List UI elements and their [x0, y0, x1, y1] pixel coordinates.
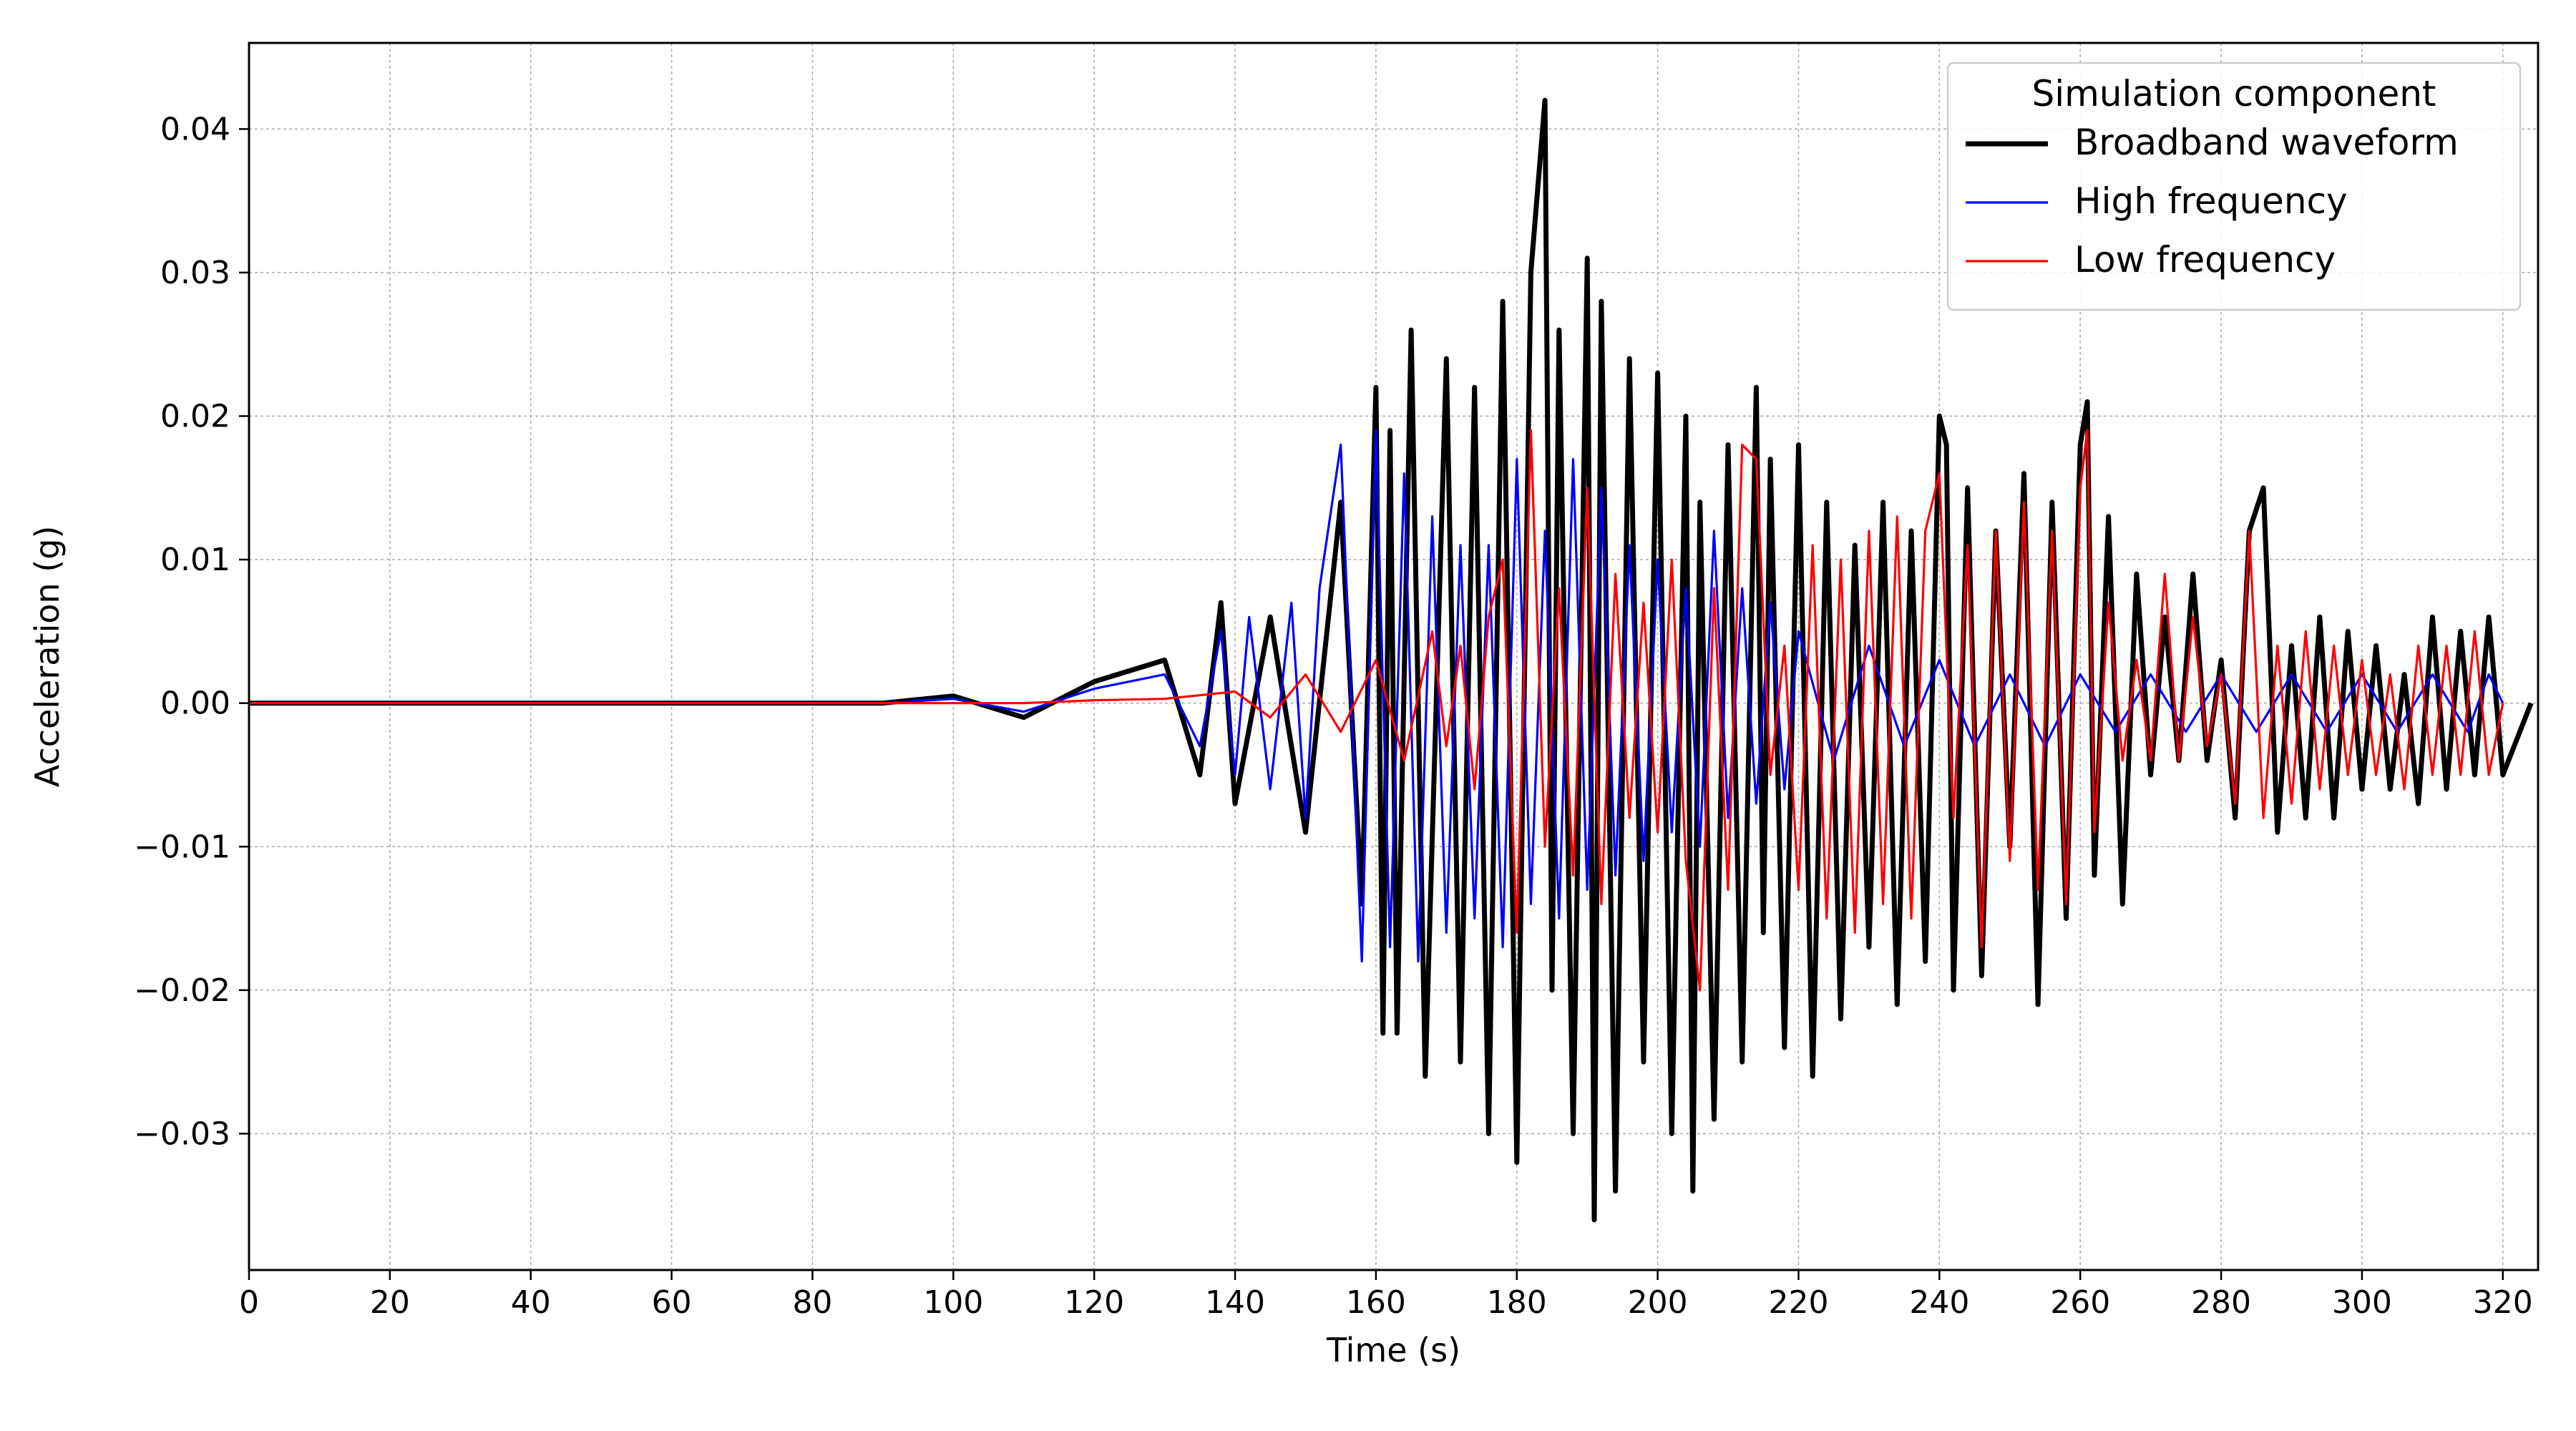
legend-item-low-frequency-label: Low frequency	[2074, 239, 2336, 280]
x-tick-label: 200	[1628, 1284, 1688, 1321]
x-tick-label: 80	[792, 1284, 832, 1321]
x-tick-label: 180	[1487, 1284, 1547, 1321]
legend: Simulation component Broadband waveform Hi…	[1946, 62, 2522, 311]
legend-item-high-frequency-label: High frequency	[2074, 180, 2348, 222]
x-tick-label: 100	[923, 1284, 983, 1321]
y-axis-label: Acceleration (g)	[28, 526, 67, 788]
x-tick-label: 20	[370, 1284, 410, 1321]
x-tick-label: 0	[239, 1284, 259, 1321]
x-tick-label: 60	[652, 1284, 692, 1321]
axis-ticks: 0 20 40 60 80 100 120 140 160 180 200 220 240 260 280 3…	[134, 111, 2533, 1321]
legend-title: Simulation component	[2031, 73, 2436, 114]
x-tick-label: 120	[1064, 1284, 1124, 1321]
y-tick-label: 0.01	[160, 542, 230, 578]
plot-frame	[248, 41, 2540, 1271]
x-tick-label: 280	[2191, 1284, 2251, 1321]
y-tick-label: −0.01	[134, 829, 230, 865]
y-tick-label: 0.00	[160, 685, 230, 722]
x-tick-label: 300	[2332, 1284, 2392, 1321]
plot-series	[249, 97, 2534, 1223]
x-axis-label: Time (s)	[1326, 1331, 1460, 1369]
legend-box	[1946, 62, 2522, 311]
y-tick-label: 0.04	[160, 111, 230, 147]
y-tick-label: 0.02	[160, 399, 230, 435]
x-tick-label: 140	[1205, 1284, 1265, 1321]
y-tick-label: −0.03	[134, 1115, 230, 1152]
x-tick-label: 320	[2473, 1284, 2533, 1321]
y-tick-label: −0.02	[134, 972, 230, 1009]
y-tick-label: 0.03	[160, 255, 230, 291]
x-tick-label: 260	[2050, 1284, 2110, 1321]
x-tick-label: 220	[1768, 1284, 1828, 1321]
low-frequency-line	[249, 429, 2504, 992]
x-tick-label: 240	[1909, 1284, 1969, 1321]
x-tick-label: 160	[1346, 1284, 1406, 1321]
legend-item-broadband-waveform-label: Broadband waveform	[2074, 122, 2459, 163]
x-tick-label: 40	[511, 1284, 551, 1321]
